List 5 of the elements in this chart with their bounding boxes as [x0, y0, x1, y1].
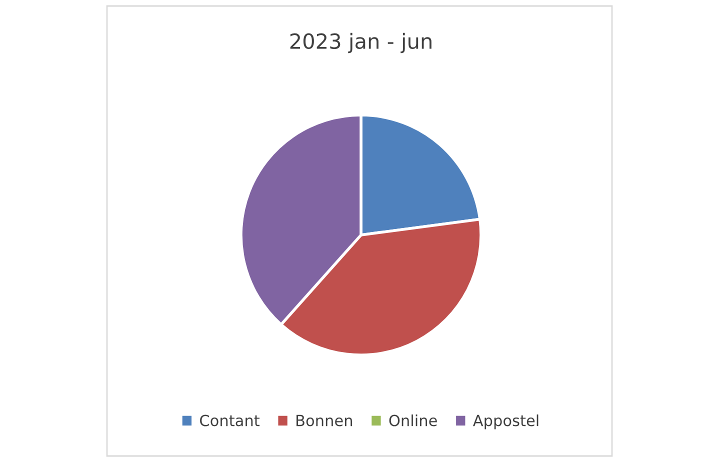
legend-label: Contant: [200, 414, 260, 426]
legend-label: Appostel: [472, 414, 538, 430]
legend-label: Bonnen: [296, 414, 352, 426]
legend-label: Online: [389, 414, 437, 426]
chart-title: 2023 jan - jun: [290, 32, 432, 54]
